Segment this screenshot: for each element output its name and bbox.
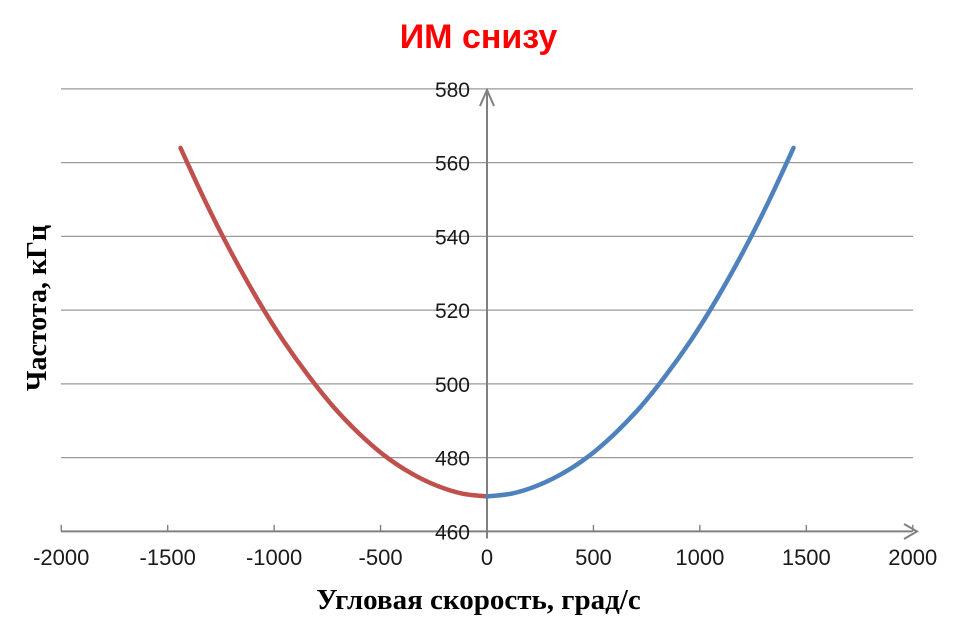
x-tick-label: -2000 [33, 545, 89, 570]
y-tick-label: 540 [435, 226, 470, 249]
y-tick-label: 580 [435, 79, 470, 102]
y-tick-label: 500 [435, 374, 470, 397]
x-tick-label: -1500 [140, 545, 196, 570]
x-tick-label: -1000 [246, 545, 302, 570]
x-axis-title: Угловая скорость, град/с [316, 584, 641, 616]
y-tick-label: 560 [435, 153, 470, 176]
y-axis-arrow [479, 87, 495, 107]
chart-title: ИМ снизу [399, 18, 558, 56]
x-tick-label: 2000 [888, 545, 937, 570]
series-right-branch-line [484, 145, 796, 499]
series-left-branch-line [178, 145, 490, 499]
x-tick-label: -500 [359, 545, 403, 570]
y-tick-label: 460 [435, 521, 470, 544]
x-tick-label: 1500 [782, 545, 831, 570]
y-tick-label: 520 [435, 300, 470, 323]
x-tick-label: 500 [575, 545, 612, 570]
x-tick-label: 0 [481, 545, 493, 570]
x-tick-label: 1000 [675, 545, 724, 570]
y-tick-label: 480 [435, 448, 470, 471]
x-axis-arrow [903, 523, 920, 540]
y-axis-title: Частота, кГц [22, 224, 53, 392]
